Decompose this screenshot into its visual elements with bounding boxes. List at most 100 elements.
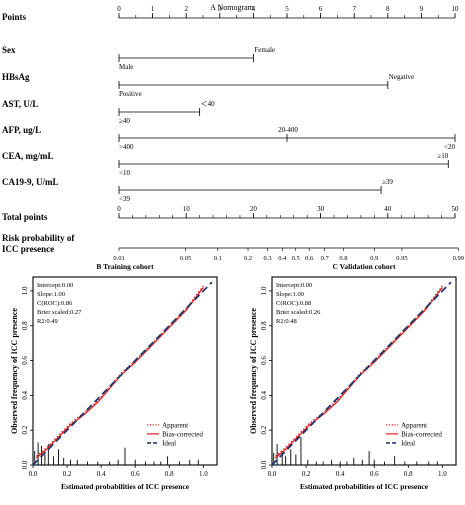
stat-text: R2:0.48: [276, 318, 297, 325]
nomogram-tick-label: 2: [184, 5, 188, 13]
x-tick-label: 0.6: [131, 470, 140, 478]
y-tick-label: 0.0: [21, 460, 29, 469]
y-tick-label: 0.4: [260, 390, 268, 399]
nomogram-row-label: CA19-9, U/mL: [2, 177, 59, 187]
nomogram-tick-label: 1: [151, 5, 155, 13]
x-axis-label: Estimated probabilities of ICC presence: [61, 482, 190, 491]
series-line-ideal: [271, 281, 452, 466]
nomogram-risk-label: 0.05: [180, 255, 191, 262]
legend-label: Apparent: [162, 421, 188, 429]
nomogram-level-label: <39: [119, 195, 130, 203]
stat-text: R2:0.49: [37, 318, 58, 325]
nomogram-risk-label: 0.99: [453, 255, 464, 262]
stat-text: Intercept:0.00: [37, 282, 73, 289]
legend-label: Apparent: [401, 421, 427, 429]
nomogram-tick-label: 8: [386, 5, 390, 13]
stat-text: Brier scaled:0.27: [37, 309, 82, 316]
nomogram-risk-label: 0.95: [396, 255, 407, 262]
nomogram-risk-label: 0.8: [339, 255, 347, 262]
calibration-panel-training: B Training cohort 0.0 0.2 0.4 0.6 0.8 1.0 0.0 0.…: [10, 262, 218, 491]
nomogram-tick-label: 6: [319, 5, 323, 13]
nomogram-level-label: Male: [119, 63, 133, 71]
x-tick-label: 0.0: [29, 470, 38, 478]
x-tick-label: 1.0: [199, 470, 208, 478]
nomogram-tick-label: 0: [117, 5, 121, 13]
nomogram-tick-label: 10: [183, 205, 191, 213]
y-tick-label: 1.0: [260, 286, 268, 295]
stat-text: C(ROC):0.88: [276, 300, 311, 307]
series-line-bias-corrected: [36, 287, 204, 459]
nomogram: Points 0 1 2 3 4 5 6 7 8 9 10 Sex Male Female HBsAg Posi…: [2, 5, 464, 262]
series-line-bias-corrected: [275, 287, 443, 459]
nomogram-risk-label: 0.5: [292, 255, 300, 262]
series-line-apparent: [36, 285, 204, 457]
x-axis-label: Estimated probabilities of ICC presence: [300, 482, 429, 491]
stat-text: Brier scaled:0.26: [276, 309, 321, 316]
x-tick-label: 0.8: [404, 470, 413, 478]
legend-label: Ideal: [162, 439, 176, 447]
nomogram-level-label: <20: [444, 143, 455, 151]
nomogram-level-label: ≥40: [119, 117, 130, 125]
nomogram-level-label: ＜40: [201, 100, 215, 108]
nomogram-level-label: Positive: [119, 90, 142, 98]
plot-frame: [271, 276, 457, 466]
x-tick-label: 0.2: [302, 470, 311, 478]
nomogram-level-label: Female: [254, 46, 275, 54]
nomogram-tick-label: 50: [452, 205, 460, 213]
nomogram-row-label: CEA, mg/mL: [2, 151, 54, 161]
x-tick-label: 0.2: [63, 470, 72, 478]
x-tick-label: 0.4: [97, 470, 106, 478]
y-tick-label: 0.0: [260, 460, 268, 469]
nomogram-level-label: >400: [119, 143, 134, 151]
x-tick-label: 0.8: [165, 470, 174, 478]
y-tick-label: 0.6: [260, 356, 268, 365]
y-tick-label: 0.4: [21, 390, 29, 399]
nomogram-tick-label: 10: [452, 5, 460, 13]
nomogram-tick-label: 20: [250, 205, 258, 213]
y-tick-label: 1.0: [21, 286, 29, 295]
nomogram-risk-label: 0.1: [214, 255, 222, 262]
x-tick-label: 0.0: [268, 470, 277, 478]
y-tick-label: 0.8: [21, 321, 29, 330]
nomogram-tick-label: 40: [384, 205, 392, 213]
series-line-apparent: [275, 285, 443, 457]
y-tick-label: 0.8: [260, 321, 268, 330]
legend-label: Bias-corrected: [162, 430, 203, 438]
stat-text: Intercept:0.00: [276, 282, 312, 289]
nomogram-risk-label: 0.6: [305, 255, 314, 262]
series-line-ideal: [32, 281, 213, 466]
nomogram-risk-label: 0.2: [244, 255, 252, 262]
y-axis-label: Observed frequency of ICC presence: [10, 308, 19, 434]
nomogram-row-label: Points: [2, 12, 27, 22]
nomogram-level-label: Negative: [389, 73, 414, 81]
nomogram-tick-label: 3: [218, 5, 222, 13]
nomogram-tick-label: 9: [420, 5, 424, 13]
nomogram-tick-label: 0: [117, 205, 121, 213]
nomogram-tick-label: 5: [285, 5, 289, 13]
nomogram-risk-label: 0.01: [113, 255, 124, 262]
stat-text: Slope:1.00: [276, 291, 304, 298]
y-tick-label: 0.2: [21, 425, 29, 434]
nomogram-level-label: 20-400: [278, 126, 298, 134]
calibration-title: C Validation cohort: [333, 262, 396, 271]
legend-label: Ideal: [401, 439, 415, 447]
nomogram-row-label: AST, U/L: [2, 99, 38, 109]
nomogram-row-label: HBsAg: [2, 72, 30, 82]
nomogram-level-label: <10: [119, 169, 130, 177]
stat-text: C(ROC):0.86: [37, 300, 73, 307]
nomogram-tick-label: 4: [252, 5, 256, 13]
nomogram-tick-label: 7: [352, 5, 356, 13]
y-tick-label: 0.6: [21, 356, 29, 365]
stat-text: Slope:1.00: [37, 291, 65, 298]
nomogram-row-label: Sex: [2, 45, 16, 55]
x-tick-label: 1.0: [438, 470, 447, 478]
nomogram-row-label: ICC presence: [2, 244, 54, 254]
x-tick-label: 0.4: [336, 470, 345, 478]
calibration-panel-validation: C Validation cohort 0.0 0.2 0.4 0.6 0.8 1.0 0.0…: [249, 262, 457, 491]
nomogram-level-label: ≥10: [437, 152, 448, 160]
legend-label: Bias-corrected: [401, 430, 442, 438]
nomogram-tick-label: 30: [317, 205, 325, 213]
y-axis-label: Observed frequency of ICC presence: [249, 308, 258, 434]
